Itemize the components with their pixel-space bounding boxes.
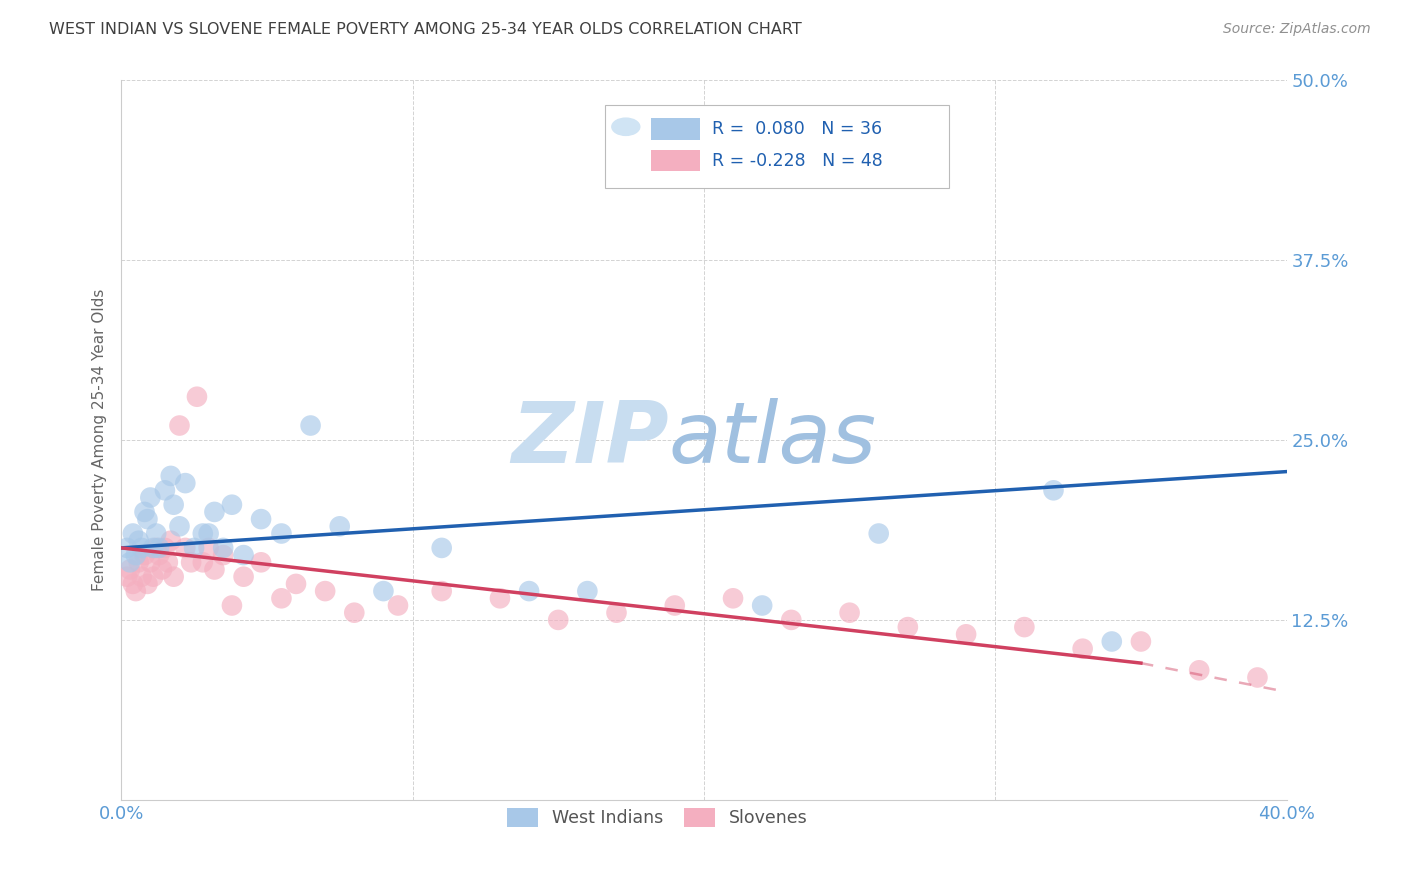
Point [299, 418, 322, 433]
Point [148, 548, 170, 562]
Point [605, 606, 627, 620]
Point [232, 570, 254, 584]
Point [285, 577, 308, 591]
Point [169, 519, 191, 533]
Point [430, 541, 453, 555]
Point [136, 577, 159, 591]
Point [139, 491, 162, 505]
Circle shape [612, 118, 640, 136]
Point [489, 591, 512, 606]
Point [122, 526, 145, 541]
Point [163, 498, 186, 512]
Point [191, 526, 214, 541]
Point [1071, 641, 1094, 656]
Point [780, 613, 803, 627]
Point [131, 541, 153, 555]
Point [125, 584, 148, 599]
Point [197, 526, 219, 541]
Point [250, 512, 273, 526]
Y-axis label: Female Poverty Among 25-34 Year Olds: Female Poverty Among 25-34 Year Olds [93, 289, 107, 591]
Point [329, 519, 352, 533]
Point [134, 548, 156, 562]
Point [751, 599, 773, 613]
Point [204, 505, 226, 519]
Point [148, 541, 170, 555]
Point [270, 526, 292, 541]
Point [134, 505, 156, 519]
Point [343, 606, 366, 620]
Point [169, 418, 191, 433]
Point [128, 555, 150, 569]
Point [128, 533, 150, 548]
Point [174, 541, 197, 555]
Point [1101, 634, 1123, 648]
Point [270, 591, 292, 606]
Point [163, 570, 186, 584]
Point [118, 555, 141, 569]
Point [145, 541, 167, 555]
Point [180, 555, 202, 569]
Point [122, 577, 145, 591]
Text: ZIP: ZIP [512, 399, 669, 482]
Point [159, 469, 181, 483]
Point [183, 541, 205, 555]
Point [868, 526, 890, 541]
Point [125, 548, 148, 562]
Text: R =  0.080   N = 36: R = 0.080 N = 36 [711, 120, 882, 138]
Bar [651, 118, 700, 140]
Point [721, 591, 744, 606]
Point [204, 562, 226, 576]
Point [131, 570, 153, 584]
Point [838, 606, 860, 620]
Point [576, 584, 599, 599]
Point [1129, 634, 1152, 648]
Text: Source: ZipAtlas.com: Source: ZipAtlas.com [1223, 22, 1371, 37]
Point [1188, 663, 1211, 677]
Point [115, 541, 138, 555]
Point [153, 483, 176, 498]
Point [547, 613, 569, 627]
Point [159, 533, 181, 548]
Point [150, 562, 173, 576]
Point [212, 541, 235, 555]
Point [142, 541, 165, 555]
FancyBboxPatch shape [605, 105, 949, 188]
Point [191, 555, 214, 569]
Point [1014, 620, 1036, 634]
Point [314, 584, 336, 599]
Point [387, 599, 409, 613]
Point [221, 498, 243, 512]
Legend: West Indians, Slovenes: West Indians, Slovenes [499, 801, 815, 834]
Point [430, 584, 453, 599]
Point [186, 390, 208, 404]
Point [156, 555, 179, 569]
Point [1246, 671, 1268, 685]
Point [221, 599, 243, 613]
Point [232, 548, 254, 562]
Point [517, 584, 540, 599]
Point [174, 476, 197, 491]
Point [153, 541, 176, 555]
Point [664, 599, 686, 613]
Bar [651, 150, 700, 171]
Point [212, 548, 235, 562]
Point [250, 555, 273, 569]
Point [197, 541, 219, 555]
Point [142, 570, 165, 584]
Point [115, 570, 138, 584]
Point [955, 627, 977, 641]
Point [1042, 483, 1064, 498]
Point [145, 526, 167, 541]
Text: atlas: atlas [669, 399, 877, 482]
Point [118, 562, 141, 576]
Text: WEST INDIAN VS SLOVENE FEMALE POVERTY AMONG 25-34 YEAR OLDS CORRELATION CHART: WEST INDIAN VS SLOVENE FEMALE POVERTY AM… [49, 22, 801, 37]
Point [373, 584, 395, 599]
Point [136, 512, 159, 526]
Point [897, 620, 920, 634]
Point [139, 555, 162, 569]
Text: R = -0.228   N = 48: R = -0.228 N = 48 [711, 152, 883, 169]
